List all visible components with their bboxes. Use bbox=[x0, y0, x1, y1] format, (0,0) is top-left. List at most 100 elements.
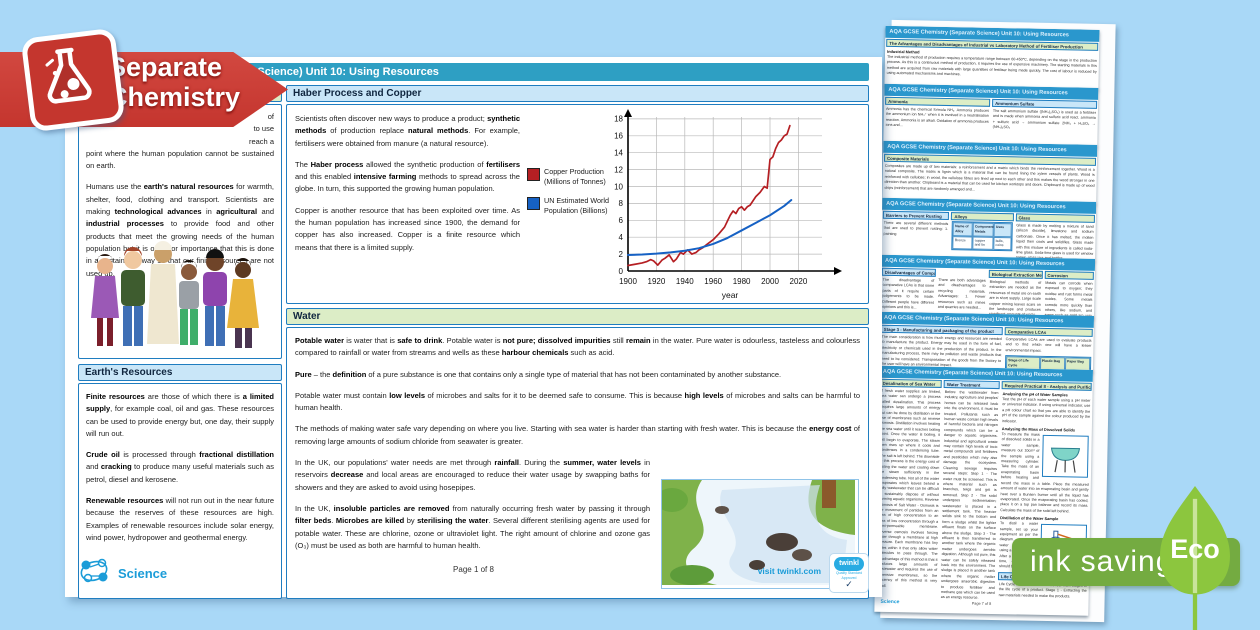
earths-resources-header: Earth's Resources bbox=[78, 364, 282, 381]
legend-item-population: UN Estimated World Population (Billions) bbox=[527, 196, 622, 215]
page-footer: Science Page 1 of 8 visit twinkl.com twi… bbox=[78, 553, 869, 593]
thumb-body-text: There are both advantages and disadvanta… bbox=[937, 277, 986, 310]
thumb-col-title: Biological Extraction Methods (Higher Ti… bbox=[988, 269, 1043, 279]
page-thumbnails-stack: AQA GCSE Chemistry (Separate Science) Un… bbox=[872, 2, 1122, 630]
thumb-col-title: Desalination of Sea Water bbox=[879, 378, 942, 388]
intro-box: of to use reach a point where the human … bbox=[78, 104, 282, 359]
water-paragraph: In the UK, insoluble particles are remov… bbox=[295, 503, 651, 550]
thumb-body-text: Before the wastewater from industry, agr… bbox=[940, 390, 999, 601]
person-figure bbox=[147, 241, 179, 344]
thumbnail-page-3[interactable]: AQA GCSE Chemistry (Separate Science) Un… bbox=[883, 83, 1099, 147]
earths-paragraph: Renewable resources will not run out in … bbox=[86, 496, 275, 542]
thumb-col-title: Barriers to Prevent Rusting bbox=[882, 210, 950, 221]
chart-legend: Copper Production (Millions of Tonnes) U… bbox=[527, 167, 622, 225]
thumb-col-title: Corrosion bbox=[1044, 270, 1094, 280]
twinkl-logo-badge[interactable]: twinkl Quality Standard Approved ✓ bbox=[829, 553, 869, 593]
person-figure bbox=[91, 254, 119, 346]
svg-text:16: 16 bbox=[614, 132, 623, 141]
svg-text:1900: 1900 bbox=[619, 277, 637, 286]
svg-text:10: 10 bbox=[614, 182, 623, 191]
thumb-body-text: If fresh water supplies are limited, sea… bbox=[876, 388, 941, 588]
thumb-body-text: The main consideration is how much energ… bbox=[881, 334, 1002, 368]
haber-section-box: Scientists often discover new ways to pr… bbox=[286, 104, 869, 304]
thumbnail-page-5[interactable]: AQA GCSE Chemistry (Separate Science) Un… bbox=[881, 197, 1097, 261]
alloys-table: Name of Alloy Component Metals Uses Bron… bbox=[951, 221, 1013, 252]
person-figure bbox=[121, 247, 145, 346]
thumb-body-text: Test the pH of each water sample using a… bbox=[1001, 397, 1091, 424]
eco-label: Eco bbox=[1170, 534, 1220, 564]
quality-approved-text: Approved bbox=[841, 575, 857, 580]
thumbnail-page-6[interactable]: AQA GCSE Chemistry (Separate Science) Un… bbox=[880, 254, 1096, 318]
svg-text:1920: 1920 bbox=[648, 277, 666, 286]
haber-section-header: Haber Process and Copper bbox=[286, 85, 869, 102]
earths-paragraph: Finite resources are those of which ther… bbox=[86, 392, 274, 438]
ribbon-label-line1: Separate bbox=[108, 52, 223, 82]
science-brand: Science bbox=[78, 557, 167, 590]
main-preview-page: AQA GCSE Chemistry (Separate Science) Un… bbox=[65, 57, 882, 599]
water-paragraph: The methods of making water safe vary de… bbox=[295, 424, 860, 446]
thumbnail-page-4[interactable]: AQA GCSE Chemistry (Separate Science) Un… bbox=[882, 140, 1098, 204]
thumb-col-title: Disadvantages of Comparative LCAs bbox=[881, 267, 936, 277]
svg-text:1940: 1940 bbox=[676, 277, 694, 286]
water-paragraph: Potable water is water that is safe to d… bbox=[295, 336, 861, 358]
eco-leaf-icon bbox=[1146, 486, 1244, 630]
haber-paragraph: Copper is another resource that has been… bbox=[295, 205, 520, 252]
page-number: Page 1 of 8 bbox=[453, 565, 494, 574]
legend-swatch-blue bbox=[527, 197, 540, 210]
water-section-box: Potable water is water that is safe to d… bbox=[286, 327, 869, 599]
thumb-col-title: Water Treatment bbox=[943, 379, 1000, 390]
person-figure bbox=[203, 249, 227, 346]
thumb-body-text: Biological methods of extraction are nee… bbox=[989, 279, 1042, 317]
person-figure bbox=[227, 258, 259, 348]
svg-text:2000: 2000 bbox=[761, 277, 779, 286]
thumb-col-title: Alloys bbox=[951, 212, 1014, 222]
thumb-body-text: Composites are made up of two materials:… bbox=[884, 163, 1095, 192]
svg-text:year: year bbox=[722, 290, 739, 300]
table-header-cell: Uses bbox=[993, 222, 1012, 237]
science-brand-label: Science bbox=[118, 566, 168, 581]
thumb-body-text: Ammonia has the chemical formula NH₃. Am… bbox=[885, 106, 989, 128]
science-logo-icon bbox=[78, 557, 112, 590]
ribbon-label-line2: Chemistry bbox=[108, 82, 241, 112]
twinkl-cloud-logo: twinkl bbox=[834, 557, 864, 571]
svg-text:12: 12 bbox=[614, 165, 623, 174]
svg-text:6: 6 bbox=[619, 216, 624, 225]
evaporating-basin-illustration bbox=[1041, 434, 1089, 478]
intro-fragment: to use bbox=[253, 124, 274, 134]
haber-paragraph: The Haber process allowed the synthetic … bbox=[295, 159, 520, 194]
water-paragraph: Pure – the definition of a pure substanc… bbox=[295, 369, 782, 379]
flask-icon bbox=[45, 47, 92, 104]
thumb-body-text: To measure the mass of dissolved solids … bbox=[998, 431, 1092, 516]
intro-paragraph: Humans use the earth's natural resources… bbox=[86, 182, 275, 278]
svg-text:14: 14 bbox=[614, 149, 623, 158]
thumb-col-title: Glass bbox=[1015, 213, 1095, 223]
legend-swatch-red bbox=[527, 168, 540, 181]
intro-fragment: reach a bbox=[248, 136, 274, 146]
table-header-cell: Name of Alloy bbox=[953, 222, 974, 237]
table-header-cell: Component Metals bbox=[972, 222, 994, 237]
table-cell: copper and tin bbox=[972, 236, 994, 251]
people-illustration bbox=[85, 232, 273, 354]
earths-paragraph: Crude oil is processed through fractiona… bbox=[86, 450, 274, 484]
copper-population-chart: 1900 1920 1940 1960 1980 2000 2020 0 2 4 6 8 10 12 14 1… bbox=[590, 107, 868, 303]
haber-paragraph: Scientists often discover new ways to pr… bbox=[295, 114, 520, 148]
svg-text:8: 8 bbox=[619, 199, 624, 208]
svg-text:18: 18 bbox=[614, 115, 623, 124]
svg-text:0: 0 bbox=[619, 267, 624, 276]
visit-twinkl-link[interactable]: visit twinkl.com bbox=[757, 566, 821, 576]
haber-text: Scientists often discover new ways to pr… bbox=[295, 113, 520, 263]
svg-text:4: 4 bbox=[619, 233, 624, 242]
earths-resources-box: Finite resources are those of which ther… bbox=[78, 383, 282, 599]
thumb-body-text: The disadvantage of comparative LCAs is … bbox=[882, 277, 935, 310]
water-paragraph: Potable water must contain low levels of… bbox=[295, 390, 861, 413]
thumbnail-page-7[interactable]: AQA GCSE Chemistry (Separate Science) Un… bbox=[879, 311, 1095, 372]
ink-saving-label: ink saving bbox=[1030, 545, 1174, 578]
thumbnail-page-2[interactable]: AQA GCSE Chemistry (Separate Science) Un… bbox=[884, 25, 1100, 90]
table-cell: bells, coins bbox=[993, 236, 1012, 251]
thumb-col-title: Required Practical 8 - Analysis and Puri… bbox=[1001, 381, 1092, 391]
svg-text:1980: 1980 bbox=[733, 277, 751, 286]
quality-standard-text: Quality Standard bbox=[835, 571, 863, 575]
water-section-header: Water bbox=[286, 308, 869, 325]
svg-text:2: 2 bbox=[619, 250, 624, 259]
